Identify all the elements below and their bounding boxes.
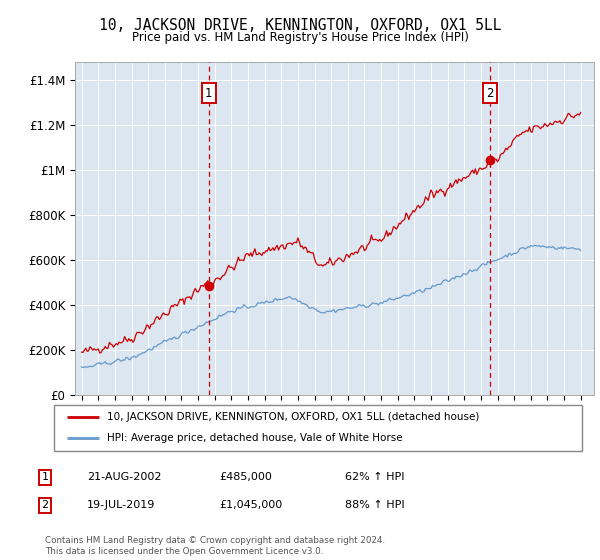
Text: £1,045,000: £1,045,000 bbox=[219, 500, 282, 510]
Text: 19-JUL-2019: 19-JUL-2019 bbox=[87, 500, 155, 510]
Text: 10, JACKSON DRIVE, KENNINGTON, OXFORD, OX1 5LL (detached house): 10, JACKSON DRIVE, KENNINGTON, OXFORD, O… bbox=[107, 412, 479, 422]
Text: HPI: Average price, detached house, Vale of White Horse: HPI: Average price, detached house, Vale… bbox=[107, 433, 403, 444]
Text: 62% ↑ HPI: 62% ↑ HPI bbox=[345, 472, 404, 482]
Text: Contains HM Land Registry data © Crown copyright and database right 2024.: Contains HM Land Registry data © Crown c… bbox=[45, 536, 385, 545]
Text: 2: 2 bbox=[486, 87, 494, 100]
Text: This data is licensed under the Open Government Licence v3.0.: This data is licensed under the Open Gov… bbox=[45, 547, 323, 556]
Text: 2: 2 bbox=[41, 500, 49, 510]
Text: 1: 1 bbox=[41, 472, 49, 482]
Text: £485,000: £485,000 bbox=[219, 472, 272, 482]
Text: 10, JACKSON DRIVE, KENNINGTON, OXFORD, OX1 5LL: 10, JACKSON DRIVE, KENNINGTON, OXFORD, O… bbox=[99, 18, 501, 33]
Text: 88% ↑ HPI: 88% ↑ HPI bbox=[345, 500, 404, 510]
Text: Price paid vs. HM Land Registry's House Price Index (HPI): Price paid vs. HM Land Registry's House … bbox=[131, 31, 469, 44]
Text: 1: 1 bbox=[205, 87, 212, 100]
Text: 21-AUG-2002: 21-AUG-2002 bbox=[87, 472, 161, 482]
